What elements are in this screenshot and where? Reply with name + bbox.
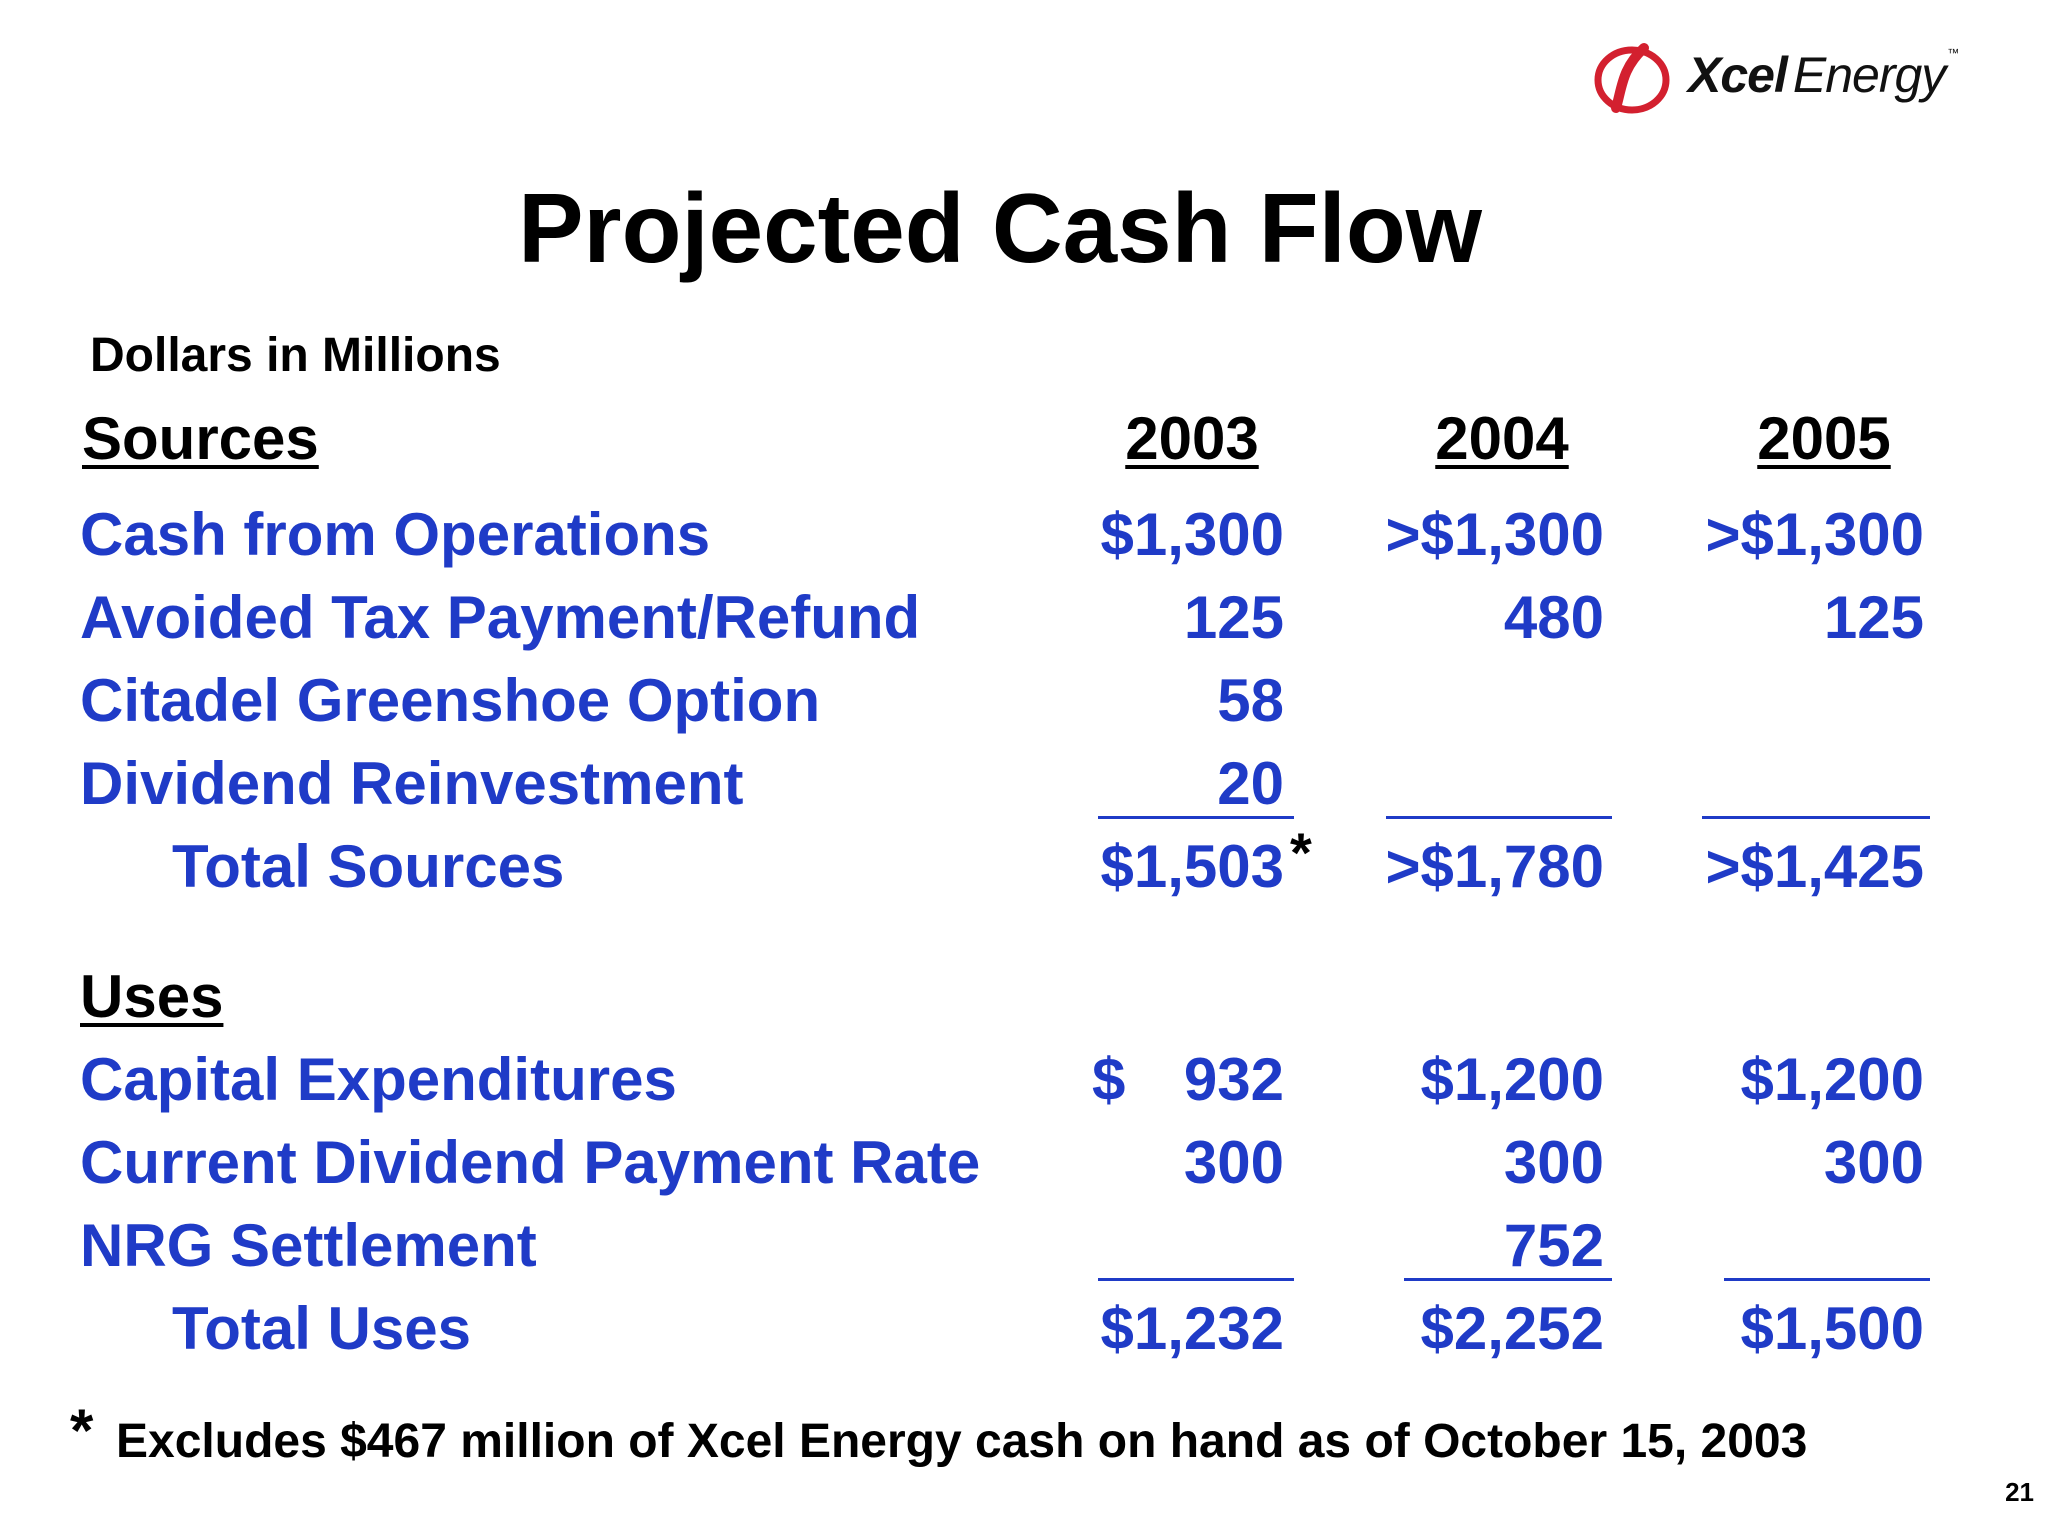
sources-row-citadel-greenshoe: Citadel Greenshoe Option 58 xyxy=(0,666,2048,746)
value-2003: 58 xyxy=(1217,667,1284,734)
row-label: Avoided Tax Payment/Refund xyxy=(80,584,921,651)
year-header-2004: 2004 xyxy=(1435,405,1569,472)
uses-subtotal-rule-2003 xyxy=(1098,1278,1294,1281)
logo-word-energy: Energy xyxy=(1792,47,1946,103)
page-number: 21 xyxy=(2005,1477,2034,1507)
value-2003: 932 xyxy=(1183,1046,1284,1113)
total-uses-label: Total Uses xyxy=(172,1295,471,1362)
value-2005: 125 xyxy=(1823,584,1924,651)
total-sources-label: Total Sources xyxy=(172,833,565,900)
sources-row-cash-from-operations: Cash from Operations $1,300 >$1,300 >$1,… xyxy=(0,500,2048,580)
uses-row-nrg-settlement: NRG Settlement 752 xyxy=(0,1211,2048,1291)
uses-subtotal-rule-2005 xyxy=(1724,1278,1930,1281)
row-label: Citadel Greenshoe Option xyxy=(80,667,821,734)
row-label: Dividend Reinvestment xyxy=(80,750,744,817)
value-2005: >$1,425 xyxy=(1705,833,1924,900)
logo-trademark: ™ xyxy=(1947,46,1959,60)
currency-symbol: $ xyxy=(1092,1046,1126,1113)
value-2003: $1,232 xyxy=(1100,1295,1284,1362)
row-label: Capital Expenditures xyxy=(80,1046,677,1113)
value-2004: >$1,780 xyxy=(1385,833,1604,900)
uses-subtotal-rule-2004 xyxy=(1404,1278,1612,1281)
value-2004: $2,252 xyxy=(1420,1295,1604,1362)
value-2004: 752 xyxy=(1503,1212,1604,1279)
year-header-2003: 2003 xyxy=(1125,405,1259,472)
total-sources-asterisk: * xyxy=(1290,821,1312,884)
value-2004: 300 xyxy=(1503,1129,1604,1196)
xcel-logo-mark-icon xyxy=(1594,43,1670,114)
uses-row-current-dividend: Current Dividend Payment Rate 300 300 30… xyxy=(0,1128,2048,1208)
footnote-text: Excludes $467 million of Xcel Energy cas… xyxy=(116,1415,1808,1468)
row-label: Cash from Operations xyxy=(80,501,711,568)
sources-row-avoided-tax: Avoided Tax Payment/Refund 125 480 125 xyxy=(0,583,2048,663)
value-2003: 125 xyxy=(1183,584,1284,651)
sources-subtotal-rule-2005 xyxy=(1702,816,1930,819)
sources-subtotal-rule-2004 xyxy=(1386,816,1612,819)
year-header-2005: 2005 xyxy=(1757,405,1891,472)
value-2004: $1,200 xyxy=(1420,1046,1604,1113)
uses-heading: Uses xyxy=(80,963,224,1030)
value-2003: 20 xyxy=(1217,750,1284,817)
value-2004: 480 xyxy=(1503,584,1604,651)
xcel-energy-logo: Xcel Energy ™ xyxy=(1592,38,1992,118)
logo-word-xcel: Xcel xyxy=(1688,47,1788,103)
value-2004: >$1,300 xyxy=(1385,501,1604,568)
logo-wordmark: Xcel Energy ™ xyxy=(1688,46,1959,104)
value-2005: 300 xyxy=(1823,1129,1924,1196)
units-caption: Dollars in Millions xyxy=(90,329,501,382)
sources-heading: Sources xyxy=(82,405,319,472)
footnote-marker: * xyxy=(70,1397,94,1464)
sources-total-row: Total Sources $1,503 * >$1,780 >$1,425 xyxy=(0,821,2048,912)
value-2005: $1,200 xyxy=(1740,1046,1924,1113)
value-2005: $1,500 xyxy=(1740,1295,1924,1362)
sources-subtotal-rule-2003 xyxy=(1098,816,1294,819)
uses-row-capital-expenditures: Capital Expenditures $ 932 $1,200 $1,200 xyxy=(0,1045,2048,1125)
uses-total-row: Total Uses $1,232 $2,252 $1,500 xyxy=(0,1294,2048,1374)
value-2003: $1,503 xyxy=(1100,833,1284,900)
row-label: NRG Settlement xyxy=(80,1212,537,1279)
value-2005: >$1,300 xyxy=(1705,501,1924,568)
value-2003: $1,300 xyxy=(1100,501,1284,568)
value-2003: 300 xyxy=(1183,1129,1284,1196)
slide-title: Projected Cash Flow xyxy=(518,173,1482,283)
row-label: Current Dividend Payment Rate xyxy=(80,1129,981,1196)
sources-row-dividend-reinvestment: Dividend Reinvestment 20 xyxy=(0,749,2048,829)
